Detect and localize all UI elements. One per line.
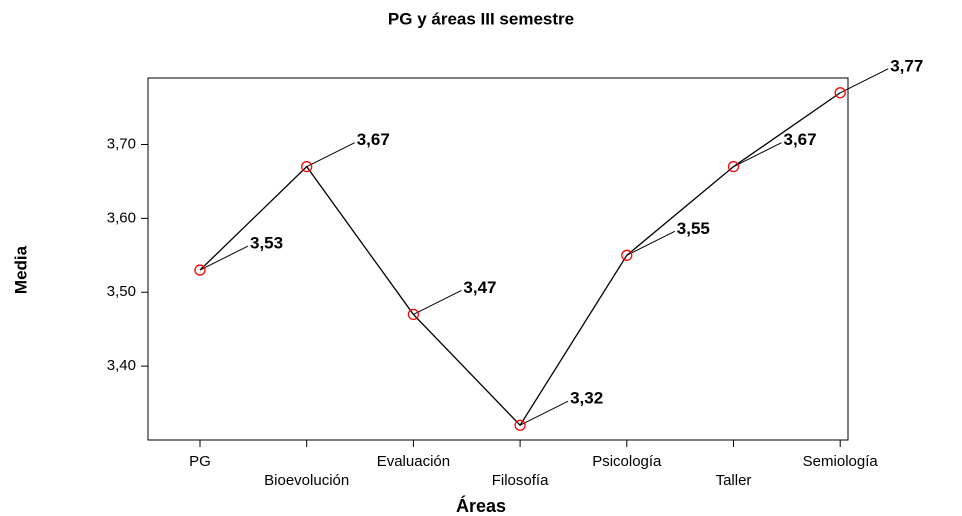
marker: [834, 87, 846, 99]
marker: [621, 249, 633, 261]
y-tick-label: 3,70: [107, 135, 136, 152]
marker: [407, 308, 420, 321]
leader-line: [733, 142, 782, 168]
data-label: 3,77: [890, 56, 923, 75]
x-tick-label: Semiología: [803, 453, 879, 470]
data-label: 3,47: [463, 278, 496, 297]
x-tick-label: Evaluación: [377, 453, 450, 470]
leader-line: [626, 230, 676, 256]
y-axis-label: Media: [11, 245, 30, 294]
line: [199, 92, 841, 427]
data-label: 3,32: [570, 389, 603, 408]
leader-line: [413, 289, 462, 315]
data-label: 3,67: [784, 130, 817, 149]
leader-line: [306, 142, 355, 168]
leader-line: [199, 245, 249, 271]
leader-line: [839, 68, 889, 94]
data-label: 3,67: [357, 130, 390, 149]
x-tick-label: PG: [189, 453, 211, 470]
marker: [727, 161, 740, 173]
x-tick-label: Bioevolución: [264, 472, 349, 489]
data-label: 3,53: [250, 234, 283, 253]
x-tick-label: Taller: [716, 472, 752, 489]
y-tick-label: 3,50: [107, 283, 136, 300]
x-tick-label: Filosofía: [492, 472, 549, 489]
plot-frame: [147, 77, 849, 441]
y-tick-label: 3,40: [107, 357, 136, 374]
x-tick-label: Psicología: [592, 453, 662, 470]
data-label: 3,55: [677, 219, 710, 238]
x-axis-label: Áreas: [456, 495, 506, 516]
marker: [514, 419, 526, 431]
leader-line: [519, 400, 569, 426]
chart-title: PG y áreas III semestre: [388, 9, 574, 28]
marker: [194, 264, 206, 276]
marker: [301, 161, 313, 173]
y-tick-label: 3,60: [107, 209, 136, 226]
